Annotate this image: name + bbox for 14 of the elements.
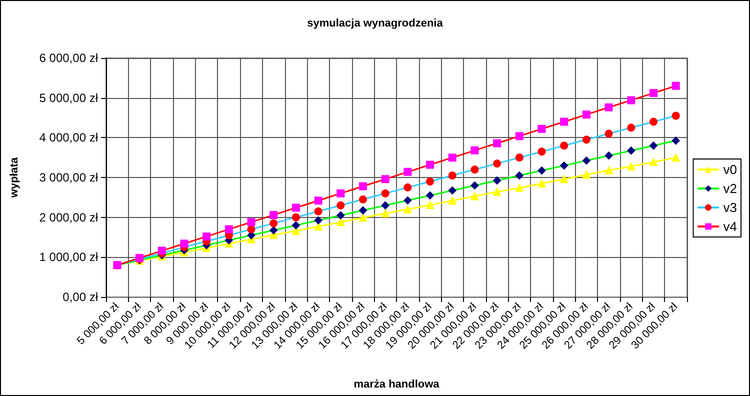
y-tick-label: 4 000,00 zł [39, 130, 98, 145]
y-tick-label: 0,00 zł [62, 290, 98, 304]
x-axis-title: marża handlowa [354, 378, 440, 390]
y-tick-label: 2 000,00 zł [39, 210, 98, 224]
y-tick-label: 3 000,00 zł [39, 170, 98, 184]
y-tick-label: 5 000,00 zł [39, 90, 98, 105]
legend-label: v3 [723, 200, 738, 215]
legend-label: v2 [723, 181, 738, 196]
legend-label: v0 [723, 162, 738, 177]
y-tick-label: 6 000,00 zł [39, 51, 98, 65]
chart-title: symulacja wynagrodzenia [307, 18, 444, 30]
y-axis-title: wypłata [8, 156, 20, 199]
y-tick-label: 1 000,00 zł [39, 250, 98, 264]
legend-label: v4 [723, 219, 738, 234]
